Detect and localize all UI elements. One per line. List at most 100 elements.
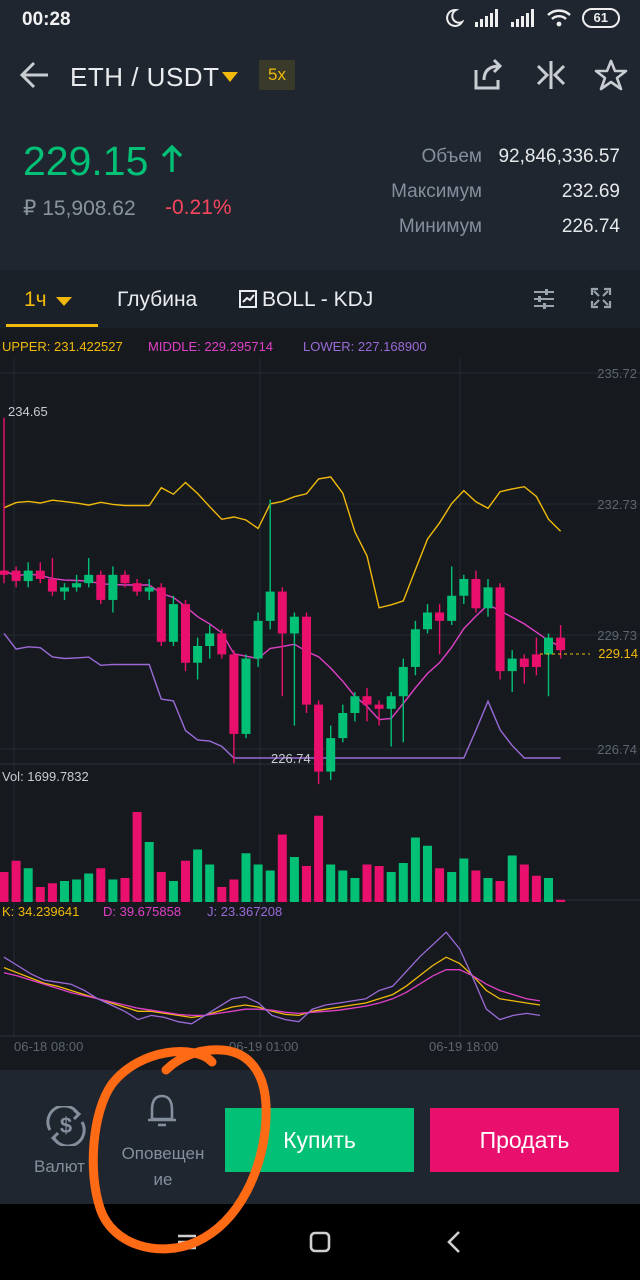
volume-bar xyxy=(23,868,33,902)
home-icon[interactable] xyxy=(309,1231,331,1253)
boll-middle-label: MIDDLE: 229.295714 xyxy=(148,339,273,354)
candle-body xyxy=(120,574,130,584)
volume-bar xyxy=(108,879,118,902)
alerts-label-2[interactable]: ие xyxy=(153,1170,173,1189)
volume-bar xyxy=(241,853,251,902)
chart-grid xyxy=(0,358,640,1037)
volume-bar xyxy=(459,858,469,902)
volume-bar xyxy=(229,879,239,902)
pair-selector[interactable]: ETH / USDT xyxy=(70,62,220,92)
candle-body xyxy=(362,696,372,705)
time-axis-label: 06-19 01:00 xyxy=(229,1039,298,1054)
status-bar: 00:28 61 xyxy=(0,0,640,40)
candle-body xyxy=(314,704,324,772)
candle-body xyxy=(181,604,190,663)
price-axis-label: 226.74 xyxy=(597,742,637,757)
candle-body xyxy=(132,583,142,592)
volume-bar xyxy=(544,878,553,902)
interval-dropdown-icon[interactable] xyxy=(56,297,72,306)
volume-label: Vol: 1699.7832 xyxy=(2,769,89,784)
high-label: Максимум xyxy=(391,181,482,202)
candle-body xyxy=(495,587,505,672)
battery-indicator: 61 xyxy=(581,8,620,28)
volume-value: 92,846,336.57 xyxy=(498,146,620,167)
buy-button[interactable]: Купить xyxy=(225,1108,414,1172)
candle-body xyxy=(483,587,493,609)
kdj-d-line xyxy=(3,969,541,1017)
low-marker-label: 226.74 xyxy=(271,751,311,766)
menu-icon[interactable] xyxy=(176,1232,198,1252)
status-icons: 61 xyxy=(444,8,620,28)
candle-body xyxy=(108,574,118,600)
fullscreen-icon[interactable] xyxy=(590,287,612,309)
candle-body xyxy=(217,633,227,655)
active-tab-underline xyxy=(6,324,98,327)
volume-bar xyxy=(398,863,408,902)
pair-dropdown-icon[interactable] xyxy=(222,72,238,82)
back-arrow-icon[interactable] xyxy=(18,58,52,92)
candle-body xyxy=(47,579,57,592)
boll-upper-label: UPPER: 231.422527 xyxy=(2,339,123,354)
leverage-badge: 5x xyxy=(259,60,295,90)
volume-bar xyxy=(374,866,384,902)
volume-bar xyxy=(47,883,57,902)
tab-depth[interactable]: Глубина xyxy=(117,288,198,311)
currency-label[interactable]: Валют xyxy=(34,1157,85,1176)
settings-sliders-icon[interactable] xyxy=(532,287,556,311)
sell-button[interactable]: Продать xyxy=(430,1108,619,1172)
volume-bar xyxy=(193,849,203,902)
favorite-star-icon[interactable] xyxy=(594,58,628,92)
fiat-price: ₽ 15,908.62 xyxy=(23,197,136,220)
candle-body xyxy=(72,583,82,588)
kdj-lines xyxy=(3,931,541,1025)
candles xyxy=(0,417,566,785)
time-axis-label: 06-19 18:00 xyxy=(429,1039,498,1054)
candle-body xyxy=(277,591,287,634)
volume-bar xyxy=(471,870,481,902)
kdj-j-line xyxy=(3,931,541,1025)
candle-body xyxy=(556,637,566,651)
candle-body xyxy=(531,654,541,667)
candle-body xyxy=(338,712,348,739)
candle-body xyxy=(398,666,408,697)
volume-bar xyxy=(156,872,166,902)
compare-icon[interactable] xyxy=(534,58,568,92)
volume-bar xyxy=(11,860,21,902)
share-icon[interactable] xyxy=(472,58,506,92)
candle-body xyxy=(11,570,21,582)
volume-bar xyxy=(84,873,94,902)
candle-body xyxy=(374,704,384,709)
high-value: 232.69 xyxy=(561,181,620,202)
price-axis-label: 232.73 xyxy=(597,497,637,512)
currency-exchange-icon[interactable]: $ xyxy=(42,1106,90,1146)
back-icon[interactable] xyxy=(444,1230,464,1254)
boll-upper-line xyxy=(3,476,562,609)
volume-bar xyxy=(132,812,142,902)
alerts-label[interactable]: Оповещен xyxy=(121,1144,205,1163)
candle-body xyxy=(507,658,517,672)
ticker-summary: 229.15 ₽ 15,908.62 -0.21% Объем 92,846,3… xyxy=(0,114,640,264)
candle-body xyxy=(168,604,178,642)
candle-body xyxy=(23,570,33,582)
volume-bar xyxy=(423,845,432,902)
candle-body xyxy=(544,637,553,655)
candle-body xyxy=(386,696,396,709)
volume-bar xyxy=(0,872,9,902)
candle-body xyxy=(84,574,94,584)
status-time: 00:28 xyxy=(22,9,71,30)
indicator-selector[interactable]: BOLL - KDJ xyxy=(262,288,374,311)
bottom-action-bar: $ Валют Оповещен ие Купить Продать xyxy=(0,1076,640,1204)
volume-bars xyxy=(0,812,566,902)
candlestick-chart[interactable]: UPPER: 231.422527 MIDDLE: 229.295714 LOW… xyxy=(0,328,640,1070)
candle-body xyxy=(265,591,275,621)
volume-bar xyxy=(386,872,396,902)
indicator-icon[interactable] xyxy=(238,289,258,309)
volume-bar xyxy=(120,878,130,902)
candle-body xyxy=(156,587,166,642)
last-price: 229.15 xyxy=(23,138,149,184)
bell-icon[interactable] xyxy=(144,1092,180,1132)
candle-body xyxy=(459,579,469,596)
time-axis-label: 06-18 08:00 xyxy=(14,1039,83,1054)
volume-bar xyxy=(144,842,154,902)
interval-selector[interactable]: 1ч xyxy=(24,288,47,311)
